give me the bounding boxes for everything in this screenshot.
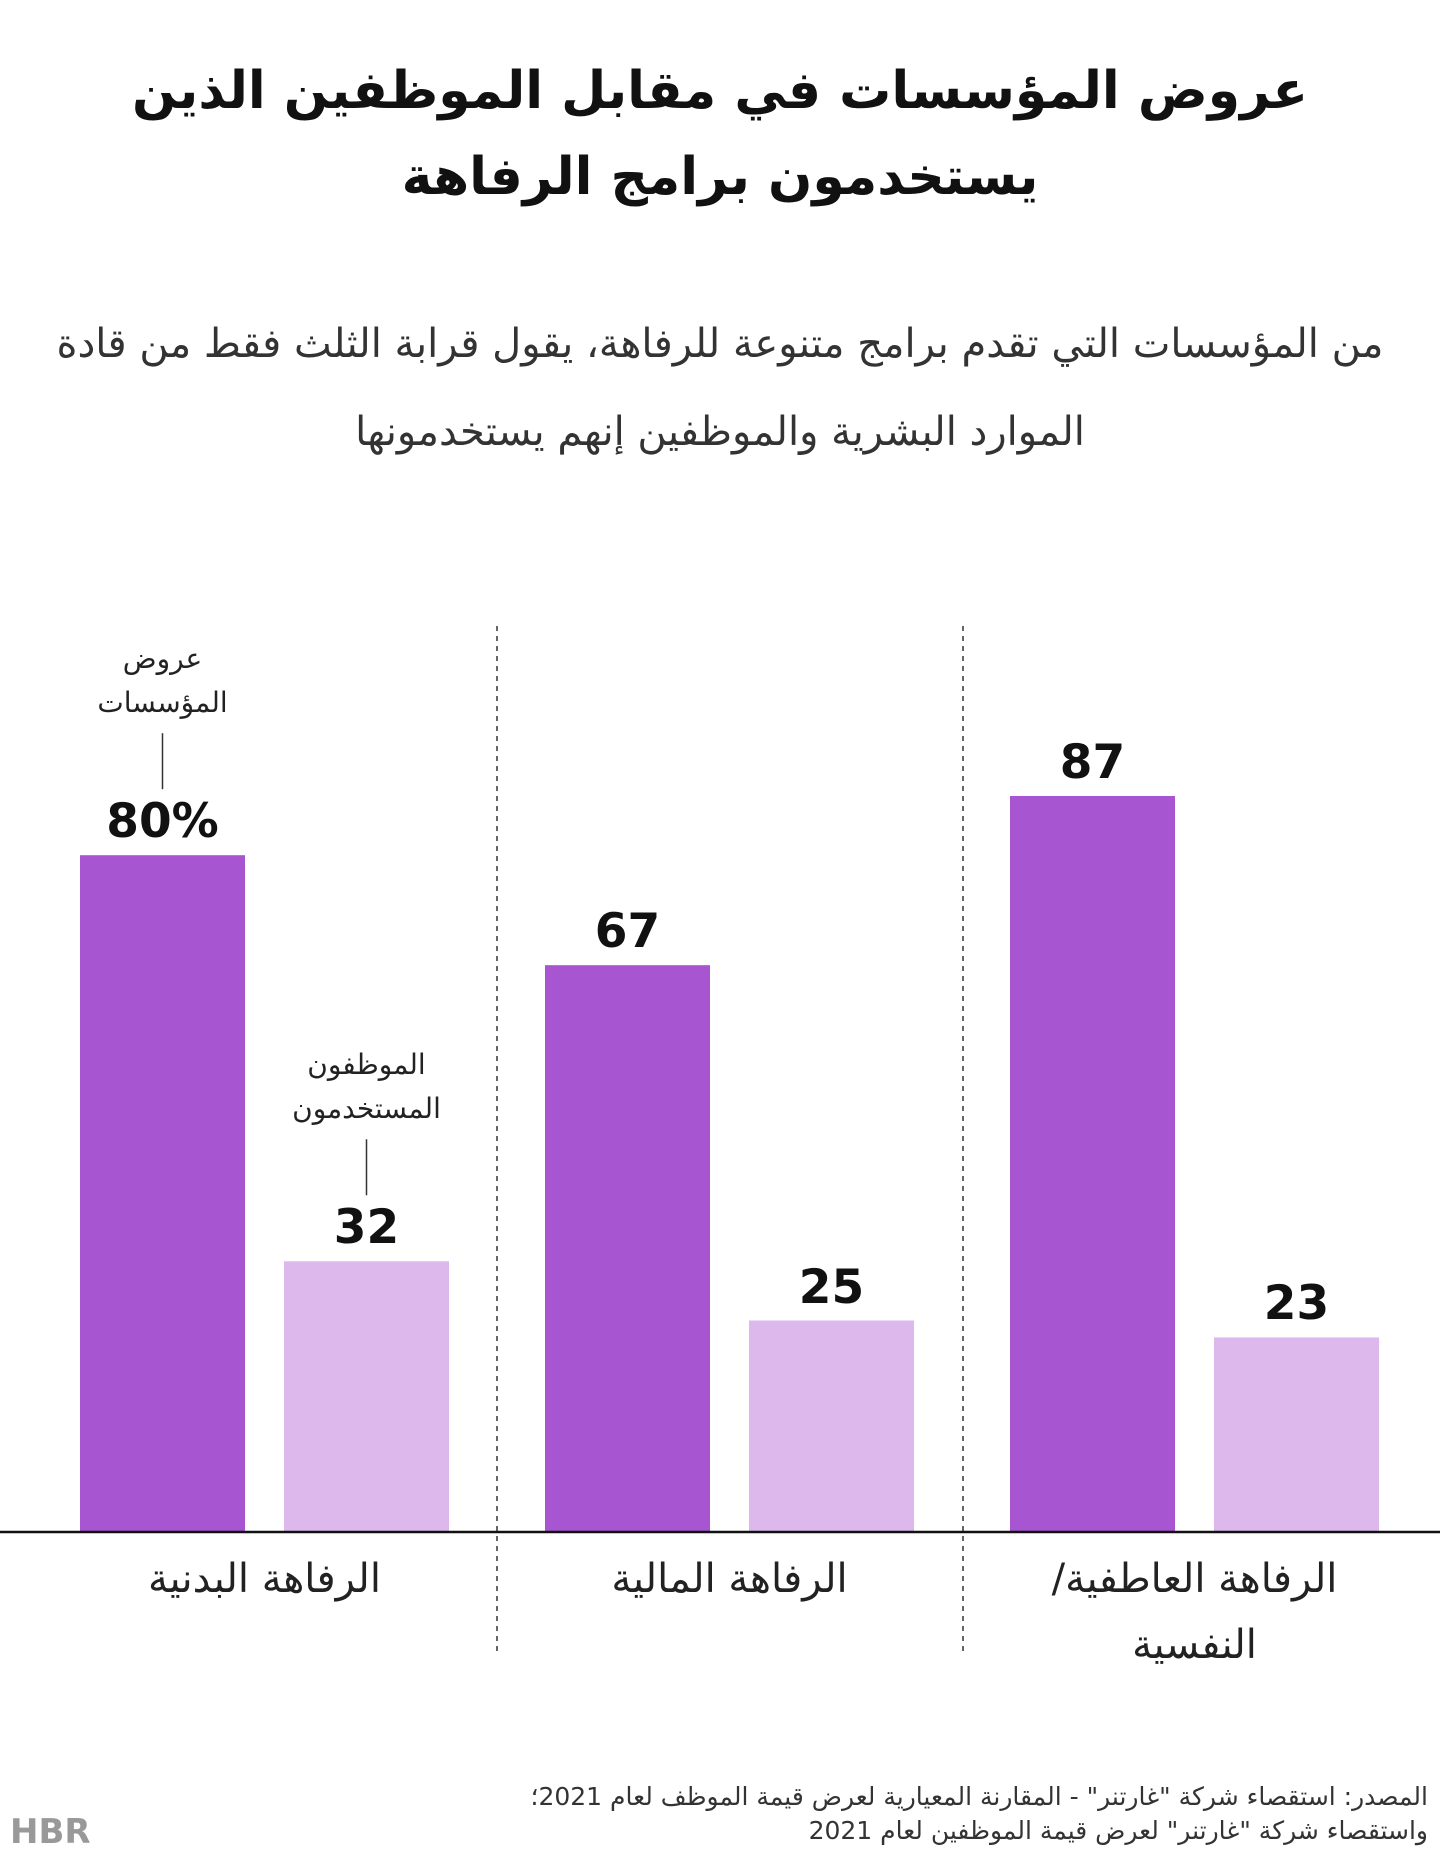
chart-subtitle: من المؤسسات التي تقدم برامج متنوعة للرفا… <box>56 321 1384 455</box>
chart-title: عروض المؤسسات في مقابل الموظفين الذين يس… <box>132 61 1308 207</box>
value-label: 23 <box>1263 1276 1330 1332</box>
legend-label: عروض المؤسسات <box>97 642 228 720</box>
value-label: 32 <box>333 1200 400 1256</box>
logo: HBR <box>10 1812 91 1852</box>
source-note: المصدر: استقصاء شركة "غارتنر" - المقارنة… <box>530 1782 1428 1845</box>
bar <box>749 1320 914 1532</box>
category-label: الرفاهة العاطفية/النفسية <box>1051 1556 1338 1668</box>
bar <box>1010 795 1175 1532</box>
bar <box>545 965 710 1532</box>
bar <box>284 1261 449 1532</box>
value-label: 25 <box>798 1259 865 1315</box>
value-label: 87 <box>1059 734 1126 790</box>
legend-label: الموظفون المستخدمون <box>292 1048 441 1126</box>
category-label: الرفاهة البدنية <box>148 1556 381 1602</box>
bar <box>1214 1337 1379 1532</box>
value-label: 80% <box>106 794 219 850</box>
bar <box>80 855 245 1532</box>
category-label: الرفاهة المالية <box>611 1556 848 1602</box>
value-label: 67 <box>594 904 661 960</box>
